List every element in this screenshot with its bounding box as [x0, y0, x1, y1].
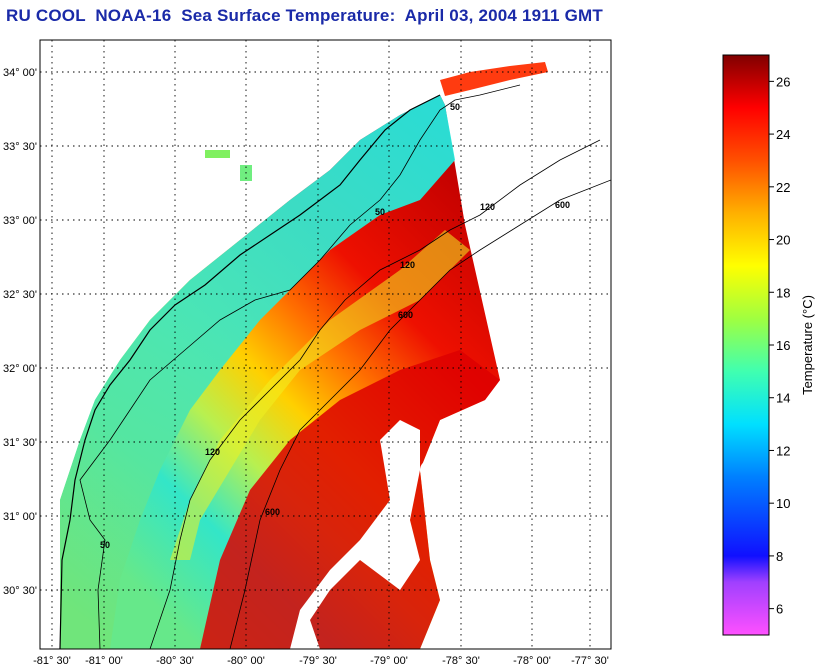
map-title: RU COOL NOAA-16 Sea Surface Temperature:…	[6, 6, 603, 25]
lon-label: -81° 00'	[85, 655, 123, 667]
lat-label: 34° 00'	[3, 67, 37, 79]
lon-label: -79° 30'	[299, 655, 337, 667]
lat-label: 30° 30'	[3, 585, 37, 597]
isobath-120	[149, 139, 601, 649]
sst-yellow-band	[170, 230, 470, 560]
lat-label: 33° 30'	[3, 141, 37, 153]
lon-label: -77° 30'	[571, 655, 609, 667]
cloud-mask	[290, 416, 474, 649]
lon-label: -79° 00'	[370, 655, 408, 667]
isobath-label-120: 120	[205, 447, 220, 457]
isobath-50	[79, 84, 521, 649]
lon-label: -78° 00'	[513, 655, 551, 667]
lat-label: 33° 00'	[3, 215, 37, 227]
isobath-label-120-mid: 120	[400, 260, 415, 270]
lat-label: 31° 30'	[3, 437, 37, 449]
lon-label: -80° 00'	[227, 655, 265, 667]
map-frame	[39, 39, 612, 650]
graticule	[40, 40, 611, 649]
lat-label: 32° 30'	[3, 289, 37, 301]
isobath-label-50-mid: 50	[375, 207, 385, 217]
isobath-label-600-north: 600	[555, 200, 570, 210]
lon-label: -78° 30'	[442, 655, 480, 667]
isobath-label-600-mid: 600	[398, 310, 413, 320]
isobath-label-120-north: 120	[480, 202, 495, 212]
longitude-labels: -81° 30' -81° 00' -80° 30' -80° 00' -79° 30'…	[33, 655, 609, 667]
sst-patch-north	[440, 62, 548, 96]
latitude-labels: 34° 00' 33° 30' 33° 00' 32° 30' 32° 00' 31° 3…	[3, 67, 37, 597]
sst-coastal-band	[60, 95, 455, 649]
isobath-label-50-north: 50	[450, 102, 460, 112]
lon-label: -80° 30'	[156, 655, 194, 667]
isobath-label-600: 600	[265, 507, 280, 517]
isobath-label-50: 50	[100, 540, 110, 550]
lon-label: -81° 30'	[33, 655, 71, 667]
lat-label: 32° 00'	[3, 363, 37, 375]
lat-label: 31° 00'	[3, 511, 37, 523]
sst-warm-core	[200, 350, 500, 649]
isobath-600	[229, 179, 611, 649]
sst-patch-inland	[205, 150, 230, 158]
coastline	[59, 94, 441, 649]
